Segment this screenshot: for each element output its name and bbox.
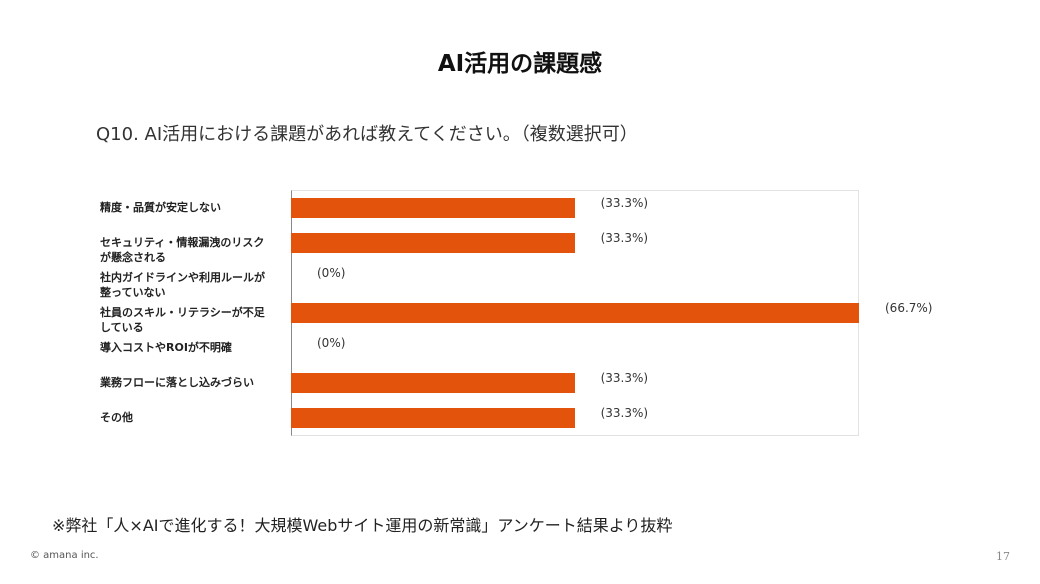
slide-title: AI活用の課題感	[437, 51, 603, 77]
bar	[291, 408, 575, 429]
bar	[291, 373, 575, 394]
bar	[291, 197, 575, 218]
category-label: 社内ガイドラインや利用ルールが整っていない	[100, 270, 265, 299]
category-label: 導入コストやROIが不明確	[100, 341, 232, 355]
category-label: その他	[100, 411, 133, 425]
page-number: 17	[996, 550, 1010, 563]
value-label: (33.3%)	[600, 371, 649, 386]
value-label: (0%)	[317, 265, 346, 280]
category-label: セキュリティ・情報漏洩のリスクが懸念される	[100, 235, 265, 264]
value-label: (33.3%)	[600, 195, 649, 210]
value-label: (0%)	[317, 336, 346, 351]
category-label: 社員のスキル・リテラシーが不足している	[100, 306, 265, 334]
copyright: © amana inc.	[30, 550, 99, 561]
footnote: ※弊社「人×AIで進化する！大規模Webサイト運用の新常識」アンケート結果より抜…	[52, 516, 673, 535]
bar	[291, 232, 575, 253]
chart-title: Q10. AI活用における課題があれば教えてください。（複数選択可）	[96, 124, 638, 145]
value-label: (33.3%)	[600, 230, 649, 245]
value-label: (66.7%)	[885, 301, 933, 315]
category-label: 業務フローに落とし込みづらい	[100, 376, 254, 390]
bar	[291, 303, 859, 323]
category-label: 精度・品質が安定しない	[100, 200, 221, 214]
value-label: (33.3%)	[600, 406, 649, 421]
